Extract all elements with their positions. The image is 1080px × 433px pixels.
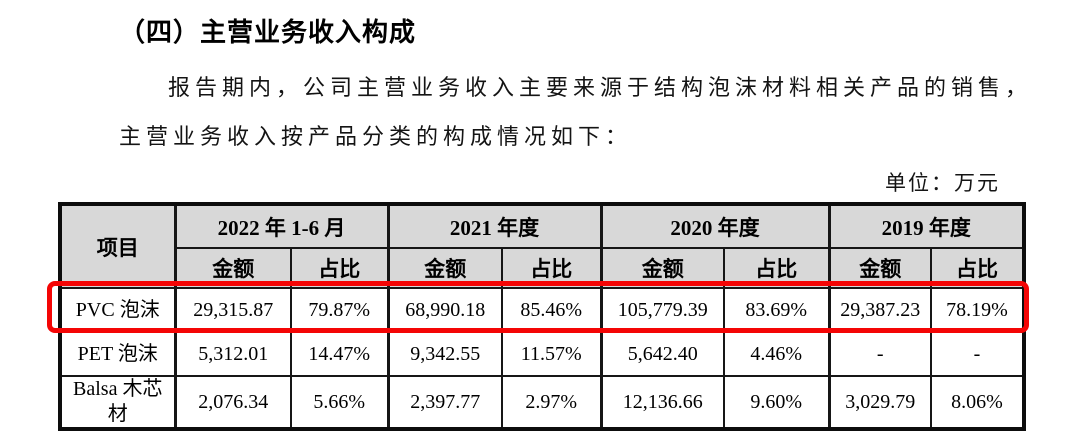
ratio-cell: 8.06% xyxy=(930,375,1025,430)
row-label: PVC 泡沫 xyxy=(59,287,176,333)
amount-cell: 3,029.79 xyxy=(827,375,932,430)
amount-cell: 5,312.01 xyxy=(173,331,292,377)
ratio-cell: 79.87% xyxy=(290,287,389,333)
revenue-composition-table: 项目 2022 年 1-6 月 2021 年度 2020 年度 2019 年度 … xyxy=(58,202,1026,431)
header-ratio: 占比 xyxy=(290,247,389,289)
amount-cell: 12,136.66 xyxy=(599,375,725,430)
body-paragraph-line-2: 主营业务收入按产品分类的构成情况如下： xyxy=(119,124,633,149)
amount-cell: 5,642.40 xyxy=(599,331,725,377)
header-period-2021: 2021 年度 xyxy=(386,203,602,249)
header-period-2022h1: 2022 年 1-6 月 xyxy=(173,203,389,249)
amount-cell: 29,387.23 xyxy=(827,287,932,333)
ratio-cell: 5.66% xyxy=(290,375,389,430)
amount-cell: 29,315.87 xyxy=(173,287,292,333)
header-ratio: 占比 xyxy=(723,247,830,289)
header-period-2020: 2020 年度 xyxy=(599,203,830,249)
ratio-cell: 11.57% xyxy=(501,331,602,377)
header-period-2019: 2019 年度 xyxy=(827,203,1025,249)
ratio-cell: 2.97% xyxy=(501,375,602,430)
table-row-balsa: Balsa 木芯材 2,076.34 5.66% 2,397.77 2.97% … xyxy=(59,375,1025,430)
table-row-pet: PET 泡沫 5,312.01 14.47% 9,342.55 11.57% 5… xyxy=(59,331,1025,377)
unit-note: 单位：万元 xyxy=(885,171,1000,195)
header-amount: 金额 xyxy=(386,247,503,289)
header-amount: 金额 xyxy=(599,247,725,289)
body-paragraph-line-1: 报告期内，公司主营业务收入主要来源于结构泡沫材料相关产品的销售， xyxy=(168,75,1033,100)
header-item: 项目 xyxy=(59,203,176,289)
table-row-pvc: PVC 泡沫 29,315.87 79.87% 68,990.18 85.46%… xyxy=(59,287,1025,333)
section-heading: （四）主营业务收入构成 xyxy=(119,17,417,47)
amount-cell: - xyxy=(827,331,932,377)
amount-cell: 68,990.18 xyxy=(386,287,503,333)
amount-cell: 9,342.55 xyxy=(386,331,503,377)
amount-cell: 2,397.77 xyxy=(386,375,503,430)
amount-cell: 2,076.34 xyxy=(173,375,292,430)
header-amount: 金额 xyxy=(827,247,932,289)
ratio-cell: - xyxy=(930,331,1025,377)
row-label: Balsa 木芯材 xyxy=(59,375,176,430)
ratio-cell: 9.60% xyxy=(723,375,830,430)
ratio-cell: 14.47% xyxy=(290,331,389,377)
ratio-cell: 4.46% xyxy=(723,331,830,377)
header-ratio: 占比 xyxy=(930,247,1025,289)
row-label: PET 泡沫 xyxy=(59,331,176,377)
ratio-cell: 83.69% xyxy=(723,287,830,333)
header-ratio: 占比 xyxy=(501,247,602,289)
ratio-cell: 78.19% xyxy=(930,287,1025,333)
amount-cell: 105,779.39 xyxy=(599,287,725,333)
ratio-cell: 85.46% xyxy=(501,287,602,333)
header-amount: 金额 xyxy=(173,247,292,289)
